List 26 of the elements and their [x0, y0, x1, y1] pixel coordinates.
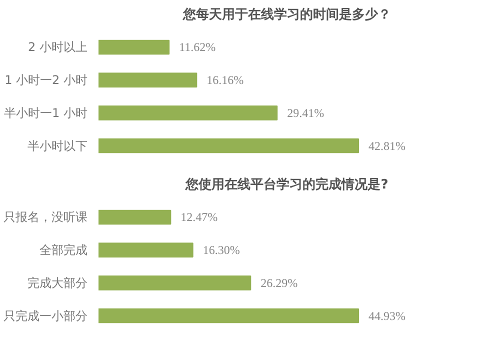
bar	[98, 40, 170, 55]
data-label: 12.47%	[180, 210, 218, 224]
data-label: 16.30%	[202, 243, 240, 258]
bar	[98, 308, 359, 324]
data-label: 11.62%	[179, 40, 216, 54]
chart-title: 您每天用于在线学习的时间是多少？	[182, 8, 391, 22]
y-tick-label: 只完成一小部分	[4, 308, 88, 323]
data-label: 44.93%	[368, 308, 406, 323]
y-tick-label: 完成大部分	[28, 276, 88, 290]
bar	[98, 72, 198, 88]
y-tick-label: 1 小时一2 小时	[4, 73, 88, 88]
bar	[98, 242, 194, 258]
bar	[98, 276, 252, 290]
data-label: 16.16%	[206, 73, 244, 88]
y-tick-label: 全部完成	[40, 243, 88, 258]
y-tick-label: 只报名，没听课	[4, 210, 88, 224]
y-tick-label: 半小时以下	[28, 138, 88, 153]
bar	[98, 210, 172, 225]
data-label: 29.41%	[287, 106, 324, 120]
chart-title: 您使用在线平台学习的完成情况是?	[184, 176, 388, 192]
data-label: 42.81%	[368, 138, 406, 153]
bar	[98, 138, 359, 154]
y-tick-label: 2 小时以上	[28, 40, 88, 54]
bar	[98, 106, 278, 120]
y-tick-label: 半小时一1 小时	[4, 106, 88, 120]
data-label: 26.29%	[260, 276, 298, 290]
